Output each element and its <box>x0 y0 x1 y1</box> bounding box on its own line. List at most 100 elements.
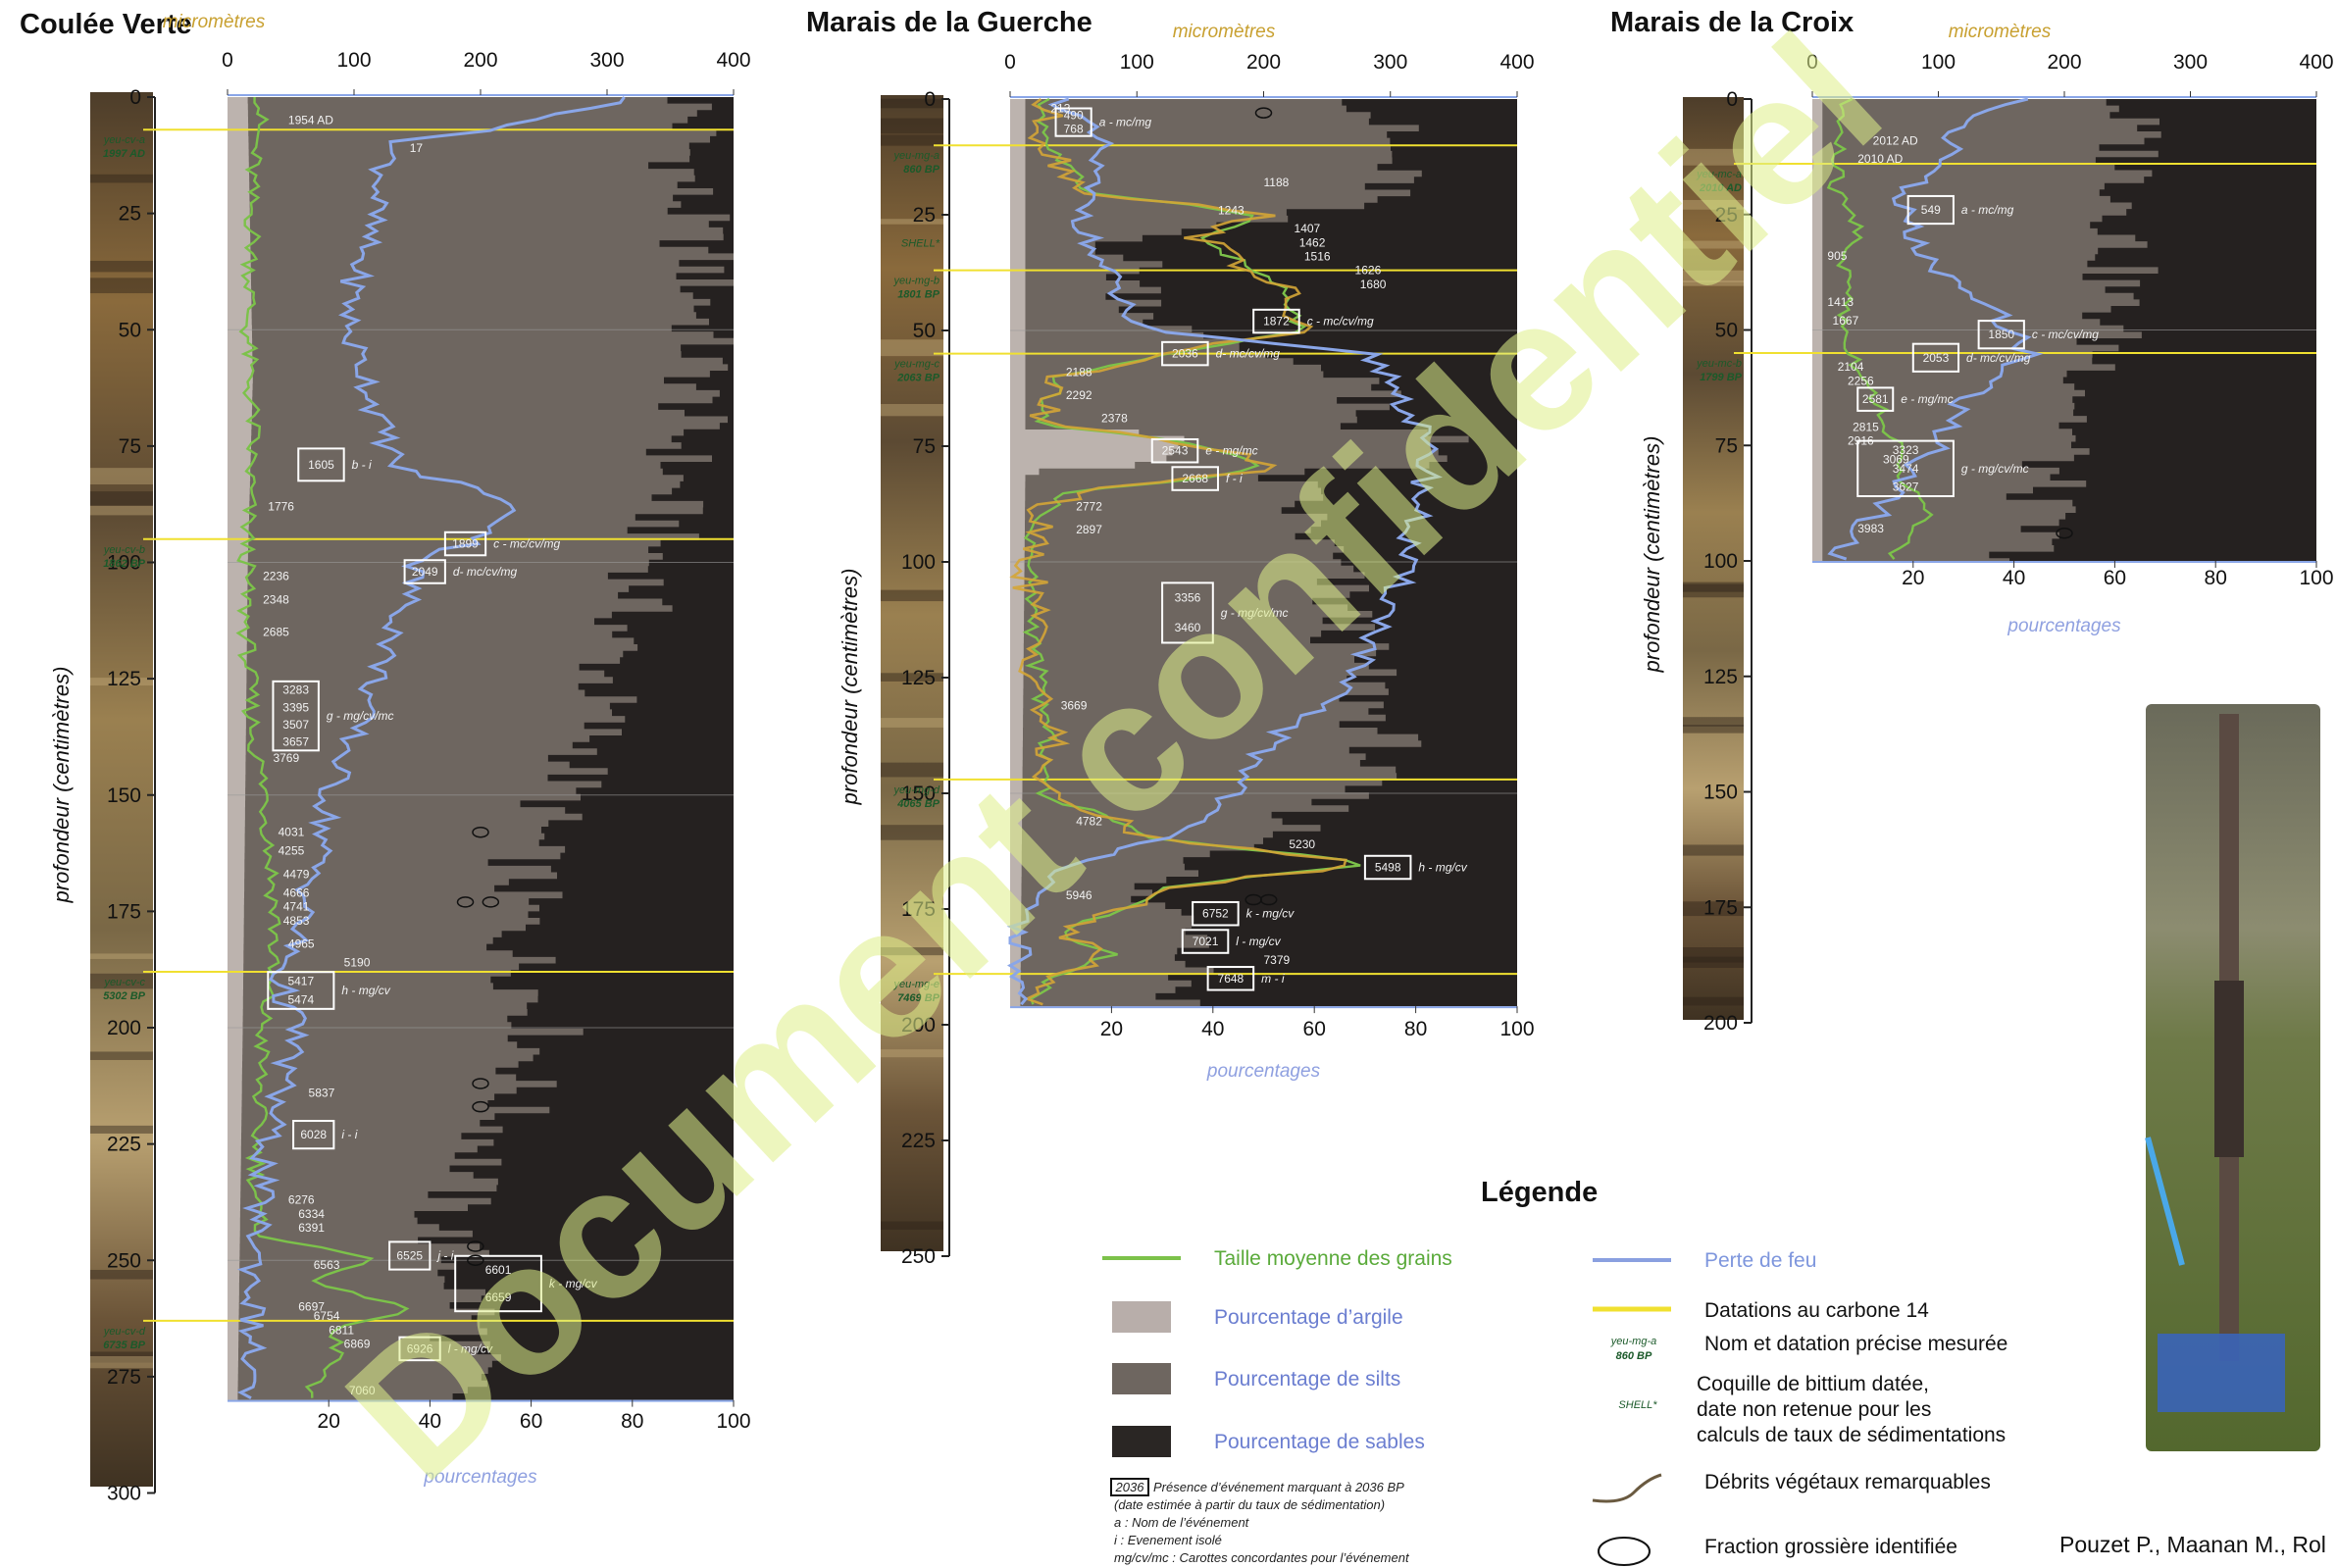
event-label: a - mc/mg <box>1099 116 1152 129</box>
event-box-frame <box>297 447 345 482</box>
age-annotation: 4853 <box>283 914 310 928</box>
gravel-ellipse <box>472 1078 489 1089</box>
legend-label: calculs de taux de sédimentations <box>1697 1424 2006 1446</box>
age-annotation: 1413 <box>1827 295 1854 309</box>
core-band <box>1683 901 1744 917</box>
event-date: 3283 <box>282 683 309 697</box>
shell-label: SHELL* <box>901 237 940 249</box>
grain-size-curve <box>235 96 410 1398</box>
age-annotation: 1188 <box>1264 176 1290 189</box>
top-tick-label: 100 <box>336 49 371 72</box>
depth-tick-label: 175 <box>901 898 936 921</box>
core-band <box>881 118 943 134</box>
panel-title: Marais de la Croix <box>1610 7 1854 38</box>
age-annotation: 7379 <box>1264 953 1291 967</box>
bottom-tick-label: 80 <box>2205 567 2227 589</box>
depth-axis-title: profondeur (centimètres) <box>838 569 862 806</box>
age-annotation: 2188 <box>1066 365 1092 379</box>
bottom-tick-label: 80 <box>621 1410 643 1433</box>
depth-tick-label: 225 <box>901 1130 936 1152</box>
bottom-tick-label: 20 <box>1100 1018 1123 1040</box>
depth-tick-label: 125 <box>1703 666 1738 688</box>
core-band <box>881 219 943 225</box>
event-label: l - mg/cv <box>1236 935 1281 948</box>
event-label: d- mc/cv/mg <box>1966 351 2031 365</box>
loss-on-ignition-curve <box>1006 97 1444 1006</box>
event-date: 3356 <box>1175 591 1201 605</box>
core-band <box>90 505 153 516</box>
depth-tick-label: 125 <box>901 667 936 689</box>
core-band <box>881 1049 943 1058</box>
event-box: 1899 c - mc/cv/mg <box>443 531 560 557</box>
gravel-ellipse <box>472 826 489 838</box>
depth-tick-label: 200 <box>901 1014 936 1037</box>
age-annotation: 5190 <box>344 956 371 970</box>
event-date: 2053 <box>1923 351 1950 365</box>
event-box-frame <box>1856 439 1955 498</box>
radiocarbon-name: yeu-cv-b <box>103 544 145 556</box>
age-annotation: 6811 <box>329 1323 354 1337</box>
event-label: m - i <box>1261 972 1285 986</box>
event-date: 5417 <box>287 975 314 988</box>
event-box: 2543 e - mg/mc <box>1150 437 1258 464</box>
legend-label: Perte de feu <box>1704 1249 1816 1272</box>
age-annotation: 1776 <box>268 500 294 514</box>
event-date: 5474 <box>287 992 314 1006</box>
top-tick-label: 200 <box>1246 51 1281 74</box>
legend-label: Nom et datation précise mesurée <box>1704 1333 2007 1355</box>
age-annotation: 2348 <box>263 592 289 606</box>
gravel-ellipse <box>2056 527 2073 539</box>
event-box: 5417 5474 h - mg/cv <box>267 971 391 1010</box>
legend-swatch <box>1598 1537 1651 1566</box>
radiocarbon-name: yeu-mg-e <box>893 979 940 990</box>
depth-tick-label: 100 <box>107 552 141 575</box>
event-box: 2049 d- mc/cv/mg <box>403 559 518 584</box>
legend-sample-date: 860 BP <box>1616 1350 1652 1362</box>
core-band <box>90 278 153 294</box>
core-band <box>1683 996 1744 1006</box>
top-tick-label: 100 <box>1120 51 1154 74</box>
age-annotation: 6869 <box>344 1338 371 1351</box>
bottom-tick-label: 100 <box>1499 1018 1534 1040</box>
grain-size-curve <box>1826 97 1934 560</box>
core-band <box>881 404 943 417</box>
radiocarbon-date: 2010 AD <box>1699 182 1742 194</box>
age-annotation: 1680 <box>1360 278 1387 291</box>
event-box-frame <box>292 1120 335 1150</box>
age-annotation: 6276 <box>288 1193 315 1207</box>
core-band <box>881 762 943 778</box>
top-tick-label: 300 <box>2173 51 2208 74</box>
event-date: 7021 <box>1193 935 1219 948</box>
event-box: 7021 l - mg/cv <box>1181 929 1282 954</box>
event-date: 2543 <box>1162 444 1189 458</box>
core-band <box>1683 947 1744 963</box>
event-box: 1605 b - i <box>297 447 372 482</box>
event-label: b - i <box>352 458 372 472</box>
legend-swatch <box>1112 1426 1171 1457</box>
gravel-ellipse <box>1254 107 1273 119</box>
event-label: h - mg/cv <box>341 984 390 997</box>
event-label: k - mg/cv <box>549 1277 598 1290</box>
age-annotation: 1667 <box>1833 314 1859 328</box>
event-date: 3474 <box>1893 462 1919 476</box>
depth-tick-label: 100 <box>901 551 936 574</box>
blue-hose <box>2145 1137 2185 1266</box>
legend-swatch <box>1112 1301 1171 1333</box>
depth-tick-label: 150 <box>107 784 141 807</box>
age-annotation: 5837 <box>309 1086 335 1099</box>
core-band <box>1683 582 1744 598</box>
age-annotation: 905 <box>1827 249 1847 263</box>
depth-tick-label: 25 <box>1715 204 1738 227</box>
depth-tick-label: 75 <box>119 435 141 458</box>
age-annotation: 2815 <box>1853 420 1879 433</box>
event-label: e - mg/mc <box>1205 444 1257 458</box>
event-label: j - i <box>435 1249 453 1263</box>
core-band <box>90 678 153 686</box>
event-label: g - mg/cv/mc <box>1221 606 1289 620</box>
percent-axis-label: pourcentages <box>2007 616 2121 636</box>
event-date: 6659 <box>485 1290 512 1304</box>
depth-tick-label: 150 <box>1703 782 1738 804</box>
note-line: i : Evenement isolé <box>1114 1533 1222 1547</box>
age-annotation: 1243 <box>1218 203 1245 217</box>
